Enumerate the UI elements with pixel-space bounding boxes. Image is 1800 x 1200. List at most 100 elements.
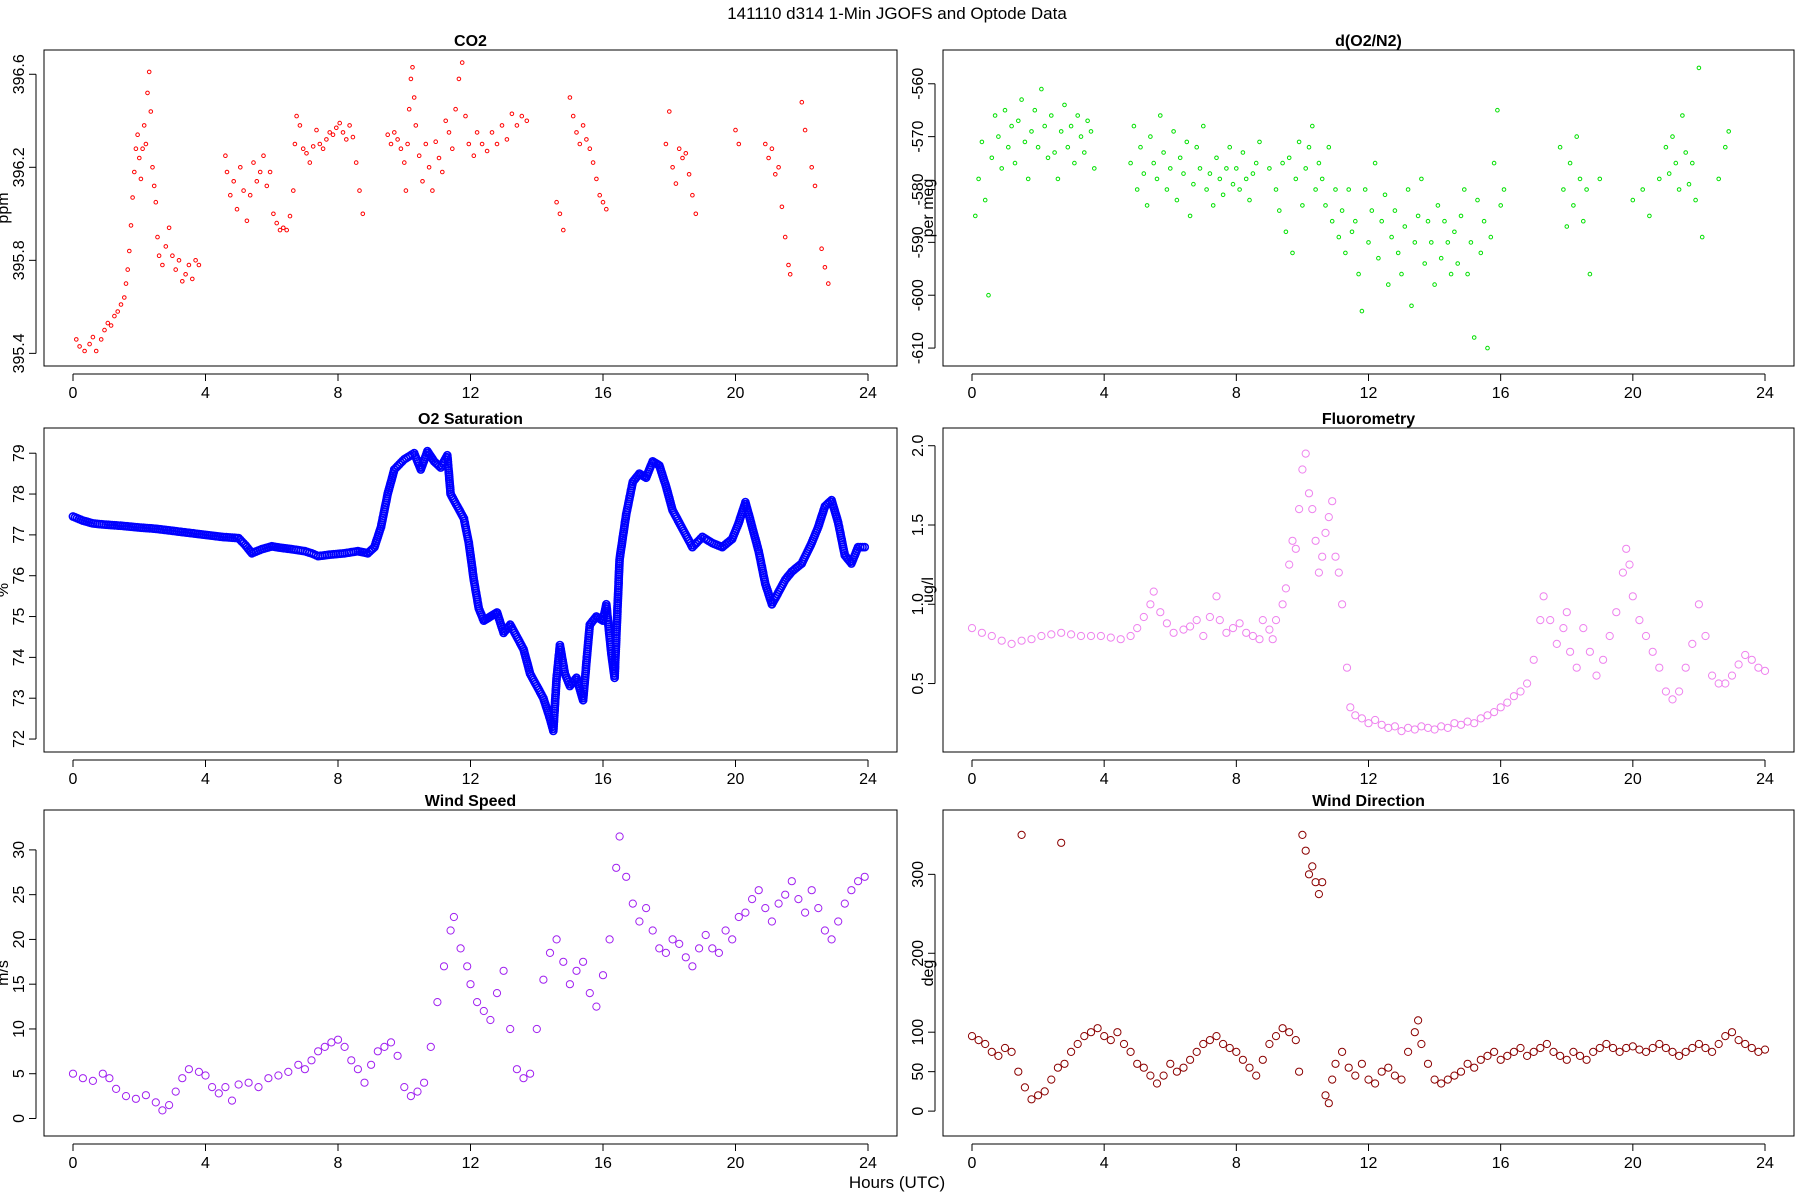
- data-point: [347, 123, 352, 128]
- data-point: [1295, 1067, 1304, 1076]
- data-point: [1025, 176, 1031, 182]
- panel-3: O2 Saturation 0 4 8 12 16 20 24 72 73 74 75 76 77 78 79…: [0, 411, 898, 788]
- data-point: [1053, 1063, 1063, 1072]
- data-point: [1273, 187, 1279, 192]
- data-point: [402, 160, 407, 165]
- data-point: [1579, 624, 1588, 633]
- data-point: [567, 95, 573, 100]
- data-point: [1498, 203, 1503, 208]
- data-point: [307, 160, 313, 165]
- data-point: [1714, 679, 1723, 688]
- data-point: [992, 113, 998, 118]
- data-point: [1458, 213, 1464, 219]
- data-point: [670, 165, 675, 170]
- data-point: [1062, 102, 1067, 108]
- data-point: [1404, 723, 1413, 733]
- data-point: [1057, 838, 1066, 847]
- data-point: [1158, 113, 1163, 118]
- data-point: [1052, 150, 1057, 155]
- x-tick-label: 16: [594, 1155, 612, 1172]
- data-point: [577, 141, 583, 147]
- data-point: [1146, 1071, 1155, 1080]
- data-point: [251, 160, 256, 165]
- data-point: [1686, 181, 1692, 187]
- data-point: [1395, 250, 1401, 256]
- data-point: [827, 935, 836, 944]
- y-tick-label: 20: [11, 930, 28, 948]
- data-point: [1346, 187, 1351, 192]
- data-point: [1721, 679, 1730, 688]
- data-point: [802, 127, 808, 133]
- data-point: [87, 341, 92, 347]
- data-point: [570, 113, 576, 119]
- data-point: [413, 1087, 422, 1096]
- data-point: [1390, 722, 1400, 731]
- data-point: [506, 1024, 515, 1034]
- data-point: [1126, 1047, 1135, 1057]
- data-point: [1577, 176, 1583, 182]
- data-point: [1701, 1043, 1710, 1053]
- data-point: [1357, 1059, 1367, 1068]
- x-tick-label: 12: [1360, 385, 1378, 402]
- data-point: [1047, 1075, 1056, 1084]
- data-point: [360, 211, 366, 217]
- data-point: [860, 872, 869, 881]
- data-point: [767, 917, 777, 926]
- data-point: [1225, 1043, 1234, 1053]
- x-tick-label: 12: [462, 1155, 480, 1172]
- data-point: [1285, 560, 1294, 569]
- data-point: [1086, 1028, 1096, 1037]
- y-tick-label: 74: [11, 648, 28, 666]
- data-point: [673, 181, 679, 186]
- x-tick-label: 8: [334, 1155, 343, 1172]
- data-point: [1496, 1055, 1505, 1064]
- data-point: [1605, 631, 1614, 641]
- data-point: [1179, 1063, 1188, 1072]
- x-tick-label: 8: [1232, 385, 1241, 402]
- data-point: [1248, 631, 1258, 641]
- data-point: [545, 948, 555, 958]
- x-tick-label: 16: [594, 385, 612, 402]
- data-point: [1166, 1059, 1175, 1068]
- y-axis: 0.5 1.0 1.5 2.0 ug/l: [910, 434, 937, 694]
- x-axis: 0 4 8 12 16 20 24: [69, 1143, 877, 1172]
- data-point: [1100, 1032, 1109, 1041]
- data-point: [446, 130, 452, 135]
- x-tick-label: 20: [727, 1155, 745, 1172]
- data-point: [271, 211, 276, 217]
- data-point: [166, 225, 172, 231]
- data-point: [1754, 663, 1763, 672]
- data-point: [88, 1076, 98, 1086]
- data-point: [1694, 1039, 1704, 1049]
- data-point: [1199, 1039, 1208, 1049]
- data-point: [1569, 1047, 1578, 1057]
- data-point: [163, 244, 169, 249]
- data-point: [108, 323, 114, 328]
- panel-title: CO2: [454, 33, 487, 50]
- data-point: [150, 165, 155, 170]
- data-point: [1495, 107, 1500, 113]
- data-point: [314, 1047, 323, 1056]
- data-point: [826, 281, 831, 286]
- data-point: [552, 935, 561, 944]
- data-point: [337, 120, 343, 126]
- data-point: [1468, 240, 1474, 245]
- y-tick-label: 76: [11, 567, 28, 585]
- data-point: [1141, 171, 1147, 176]
- data-point: [1308, 505, 1317, 514]
- data-point: [176, 258, 182, 263]
- data-point: [1450, 1071, 1459, 1080]
- data-point: [1523, 1051, 1532, 1061]
- data-point: [1417, 1039, 1426, 1049]
- data-point: [1635, 616, 1644, 625]
- data-point: [1369, 208, 1375, 213]
- data-point: [559, 957, 568, 966]
- data-point: [1316, 160, 1322, 166]
- data-point: [1483, 1051, 1492, 1061]
- data-point: [180, 279, 185, 284]
- data-point: [1240, 150, 1246, 155]
- data-point: [1409, 303, 1414, 309]
- data-point: [1106, 633, 1115, 642]
- data-point: [123, 281, 129, 286]
- y-axis-label: per meg: [920, 179, 937, 238]
